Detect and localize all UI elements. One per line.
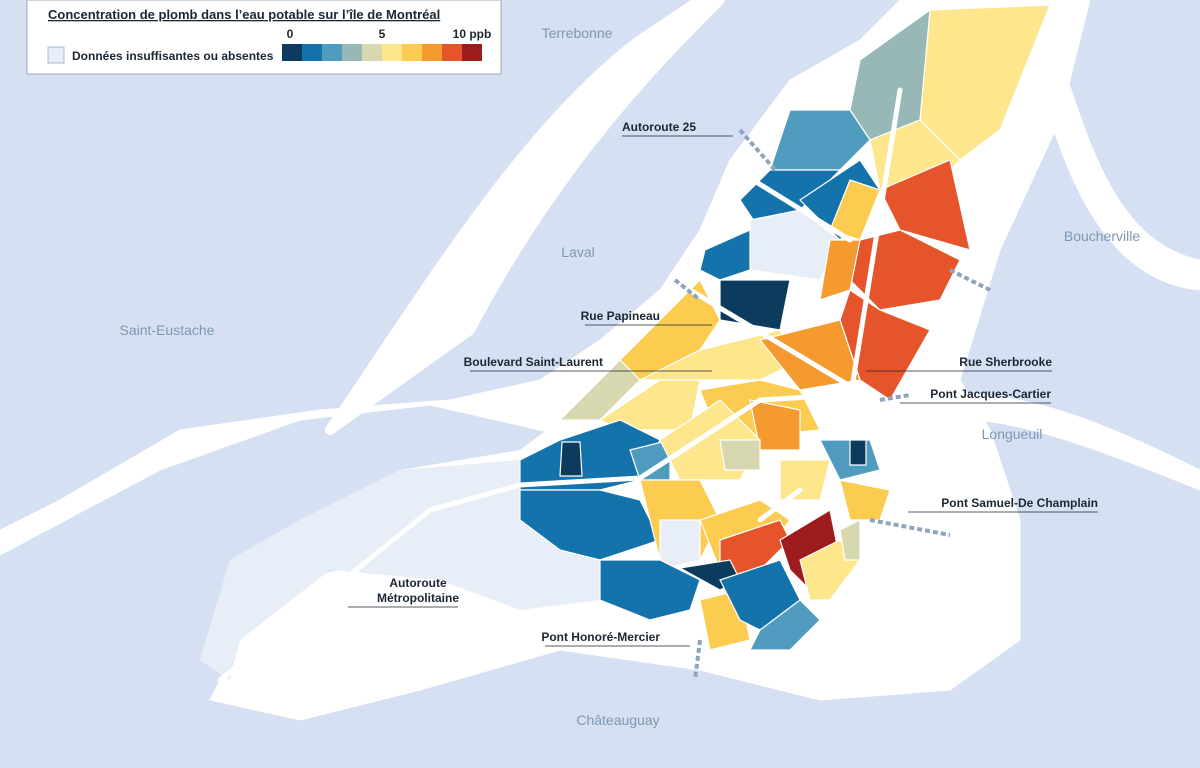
highway <box>757 487 803 523</box>
road-label: Pont Jacques-Cartier <box>930 387 1051 401</box>
legend-title: Concentration de plomb dans l’eau potabl… <box>48 7 440 22</box>
district <box>659 519 701 571</box>
scale-swatch <box>302 44 322 61</box>
bridge <box>673 278 702 302</box>
scale-swatch <box>382 44 402 61</box>
place-label: Boucherville <box>1064 228 1140 244</box>
road-label: Autoroute 25 <box>622 120 696 134</box>
bridge <box>693 639 702 681</box>
road-label: Rue Sherbrooke <box>959 355 1052 369</box>
highway <box>687 287 893 413</box>
district <box>749 399 801 451</box>
road-label: Boulevard Saint-Laurent <box>464 355 603 369</box>
road-label: Autoroute <box>389 576 447 590</box>
legend: Concentration de plomb dans l’eau potabl… <box>26 0 502 75</box>
scale-swatch <box>402 44 422 61</box>
bridge <box>869 518 951 537</box>
road-labels: Autoroute 25 Rue Papineau Boulevard Sain… <box>348 120 1098 647</box>
district <box>779 459 831 501</box>
highway <box>737 169 853 243</box>
district <box>519 489 661 561</box>
no-data-area <box>200 460 600 680</box>
place-labels: Terrebonne Laval Saint-Eustache Boucherv… <box>120 25 1141 728</box>
scale-label: 0 <box>287 27 294 41</box>
roads <box>217 87 991 683</box>
scale-swatch <box>282 44 302 61</box>
place-label: Laval <box>561 244 594 260</box>
district <box>879 159 971 251</box>
legend-box <box>26 0 502 75</box>
bridge <box>879 393 911 402</box>
river <box>929 394 1200 491</box>
district <box>769 109 871 171</box>
district <box>599 559 701 621</box>
scale-swatch <box>442 44 462 61</box>
road-label: Rue Papineau <box>581 309 660 323</box>
place-label: Longueuil <box>982 426 1043 442</box>
scale-swatch <box>462 44 482 61</box>
scale-swatch <box>422 44 442 61</box>
district <box>749 599 821 651</box>
district <box>839 519 861 561</box>
scale-swatch <box>362 44 382 61</box>
no-data-swatch <box>47 46 65 64</box>
highway <box>217 392 848 683</box>
road-label: Pont Honoré-Mercier <box>541 630 660 644</box>
scale-swatch <box>342 44 362 61</box>
district <box>559 441 583 477</box>
place-label: Terrebonne <box>542 25 613 41</box>
bridge <box>738 128 777 172</box>
scale-label: 5 <box>379 27 386 41</box>
road-label: Métropolitaine <box>377 591 459 605</box>
district <box>719 439 761 471</box>
highway <box>847 87 903 403</box>
place-label: Saint-Eustache <box>120 322 215 338</box>
districts <box>519 4 1051 651</box>
no-data-label: Données insuffisantes ou absentes <box>72 49 274 63</box>
place-label: Châteauguay <box>576 712 659 728</box>
scale-swatch <box>322 44 342 61</box>
river <box>325 0 725 435</box>
district <box>849 439 867 466</box>
district <box>699 229 751 281</box>
district <box>758 319 861 391</box>
road-label: Pont Samuel-De Champlain <box>941 496 1098 510</box>
scale-label: 10 ppb <box>453 27 492 41</box>
